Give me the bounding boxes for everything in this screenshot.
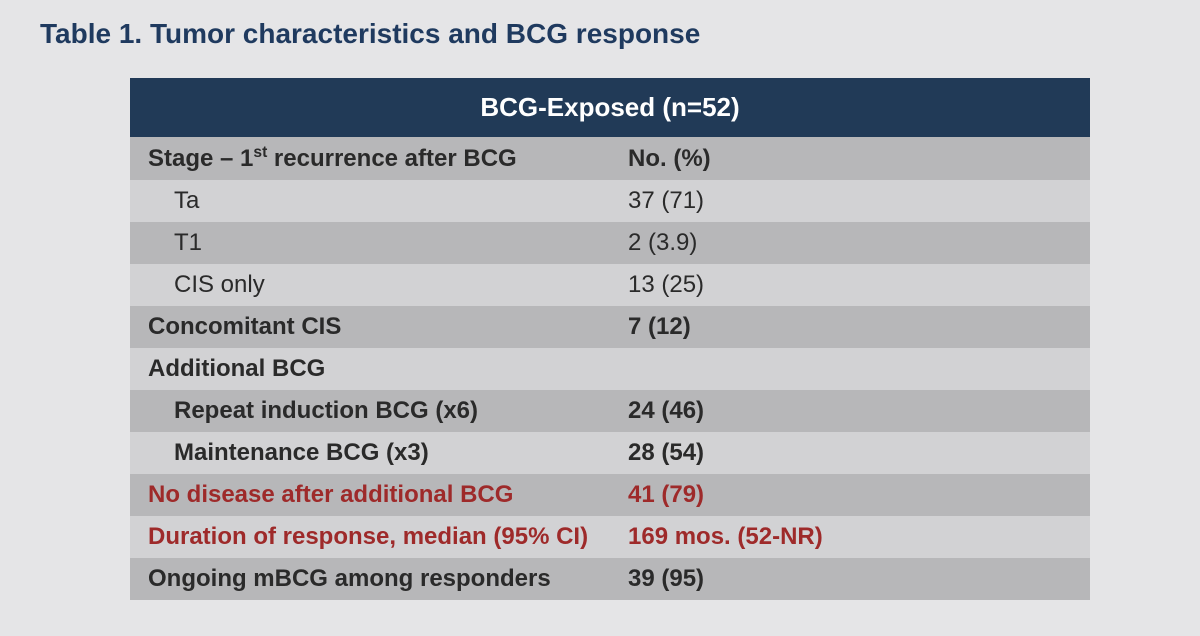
row-label-pre: Concomitant CIS (148, 313, 341, 340)
row-label: Maintenance BCG (x3) (130, 432, 610, 474)
row-value (610, 348, 1090, 390)
row-value: 13 (25) (610, 264, 1090, 306)
row-value: 39 (95) (610, 558, 1090, 600)
row-label: Additional BCG (130, 348, 610, 390)
table-header-row: BCG-Exposed (n=52) (130, 78, 1090, 137)
row-value: 2 (3.9) (610, 222, 1090, 264)
row-label-pre: Repeat induction BCG (x6) (174, 397, 478, 424)
table-row: CIS only 13 (25) (130, 264, 1090, 306)
row-label-pre: Stage – 1 (148, 145, 253, 172)
table-wrapper: BCG-Exposed (n=52) Stage – 1st recurrenc… (130, 78, 1090, 600)
row-label: Repeat induction BCG (x6) (130, 390, 610, 432)
title-prefix: Table 1. (40, 18, 150, 49)
table-body: Stage – 1st recurrence after BCGNo. (%)T… (130, 137, 1090, 600)
table-row: No disease after additional BCG 41 (79) (130, 474, 1090, 516)
data-table: BCG-Exposed (n=52) Stage – 1st recurrenc… (130, 78, 1090, 600)
row-label: T1 (130, 222, 610, 264)
row-label: Ongoing mBCG among responders (130, 558, 610, 600)
table-row: Maintenance BCG (x3) 28 (54) (130, 432, 1090, 474)
row-value: No. (%) (610, 137, 1090, 180)
table-row: Ta 37 (71) (130, 180, 1090, 222)
row-value: 37 (71) (610, 180, 1090, 222)
table-row: Repeat induction BCG (x6) 24 (46) (130, 390, 1090, 432)
row-label: Duration of response, median (95% CI) (130, 516, 610, 558)
table-row: Concomitant CIS 7 (12) (130, 306, 1090, 348)
row-label: Stage – 1st recurrence after BCG (130, 137, 610, 180)
row-value: 24 (46) (610, 390, 1090, 432)
row-label: No disease after additional BCG (130, 474, 610, 516)
row-label-pre: Ta (174, 187, 199, 214)
row-label-pre: T1 (174, 229, 202, 256)
row-label-pre: No disease after additional BCG (148, 481, 513, 508)
row-label-post: recurrence after BCG (267, 145, 516, 172)
row-label-pre: Duration of response, median (95% CI) (148, 523, 588, 550)
row-label-pre: Maintenance BCG (x3) (174, 439, 429, 466)
page-container: Table 1. Tumor characteristics and BCG r… (0, 0, 1200, 630)
table-row: Ongoing mBCG among responders 39 (95) (130, 558, 1090, 600)
row-value: 41 (79) (610, 474, 1090, 516)
row-value: 7 (12) (610, 306, 1090, 348)
row-value: 169 mos. (52-NR) (610, 516, 1090, 558)
table-title: Table 1. Tumor characteristics and BCG r… (40, 18, 1168, 50)
title-text: Tumor characteristics and BCG response (150, 18, 700, 49)
row-label-pre: CIS only (174, 271, 265, 298)
table-row: Additional BCG (130, 348, 1090, 390)
row-label-sup: st (253, 144, 267, 161)
table-row: T1 2 (3.9) (130, 222, 1090, 264)
row-label: CIS only (130, 264, 610, 306)
row-value: 28 (54) (610, 432, 1090, 474)
row-label-pre: Ongoing mBCG among responders (148, 565, 551, 592)
row-label: Concomitant CIS (130, 306, 610, 348)
table-row: Stage – 1st recurrence after BCGNo. (%) (130, 137, 1090, 180)
table-row: Duration of response, median (95% CI) 169… (130, 516, 1090, 558)
table-header-cell: BCG-Exposed (n=52) (130, 78, 1090, 137)
row-label-pre: Additional BCG (148, 355, 325, 382)
row-label: Ta (130, 180, 610, 222)
